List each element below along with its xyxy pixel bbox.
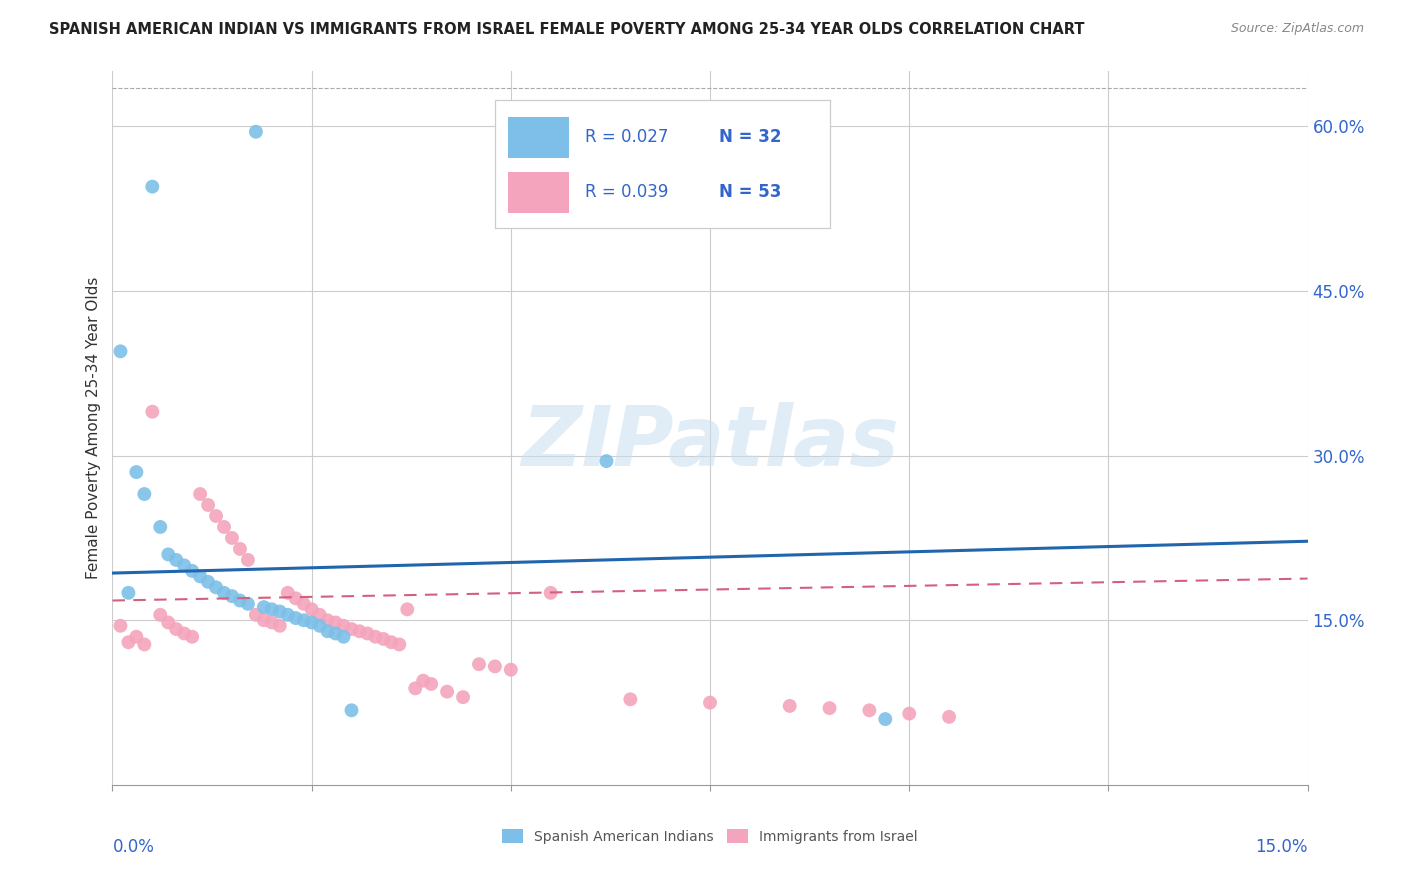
Point [253, 613, 276, 627]
Point [332, 619, 354, 633]
Point [308, 619, 330, 633]
Point [245, 607, 267, 622]
Point [284, 591, 307, 606]
Point [699, 696, 721, 710]
Point [332, 630, 354, 644]
Point [212, 520, 235, 534]
Point [404, 681, 426, 696]
Point [245, 125, 267, 139]
Point [236, 553, 259, 567]
Point [141, 405, 163, 419]
Point [125, 465, 148, 479]
Point [349, 624, 371, 639]
Point [356, 626, 378, 640]
Point [260, 615, 283, 630]
Point [388, 637, 411, 651]
Point [595, 454, 617, 468]
Point [779, 698, 801, 713]
Point [110, 344, 132, 359]
Point [260, 602, 283, 616]
Point [110, 619, 132, 633]
Point [340, 703, 363, 717]
Point [236, 597, 259, 611]
Point [157, 548, 180, 562]
Point [373, 632, 395, 646]
Point [818, 701, 841, 715]
Point [125, 630, 148, 644]
Point [301, 602, 323, 616]
Point [380, 635, 402, 649]
Point [301, 615, 323, 630]
Point [325, 615, 347, 630]
Text: Source: ZipAtlas.com: Source: ZipAtlas.com [1230, 22, 1364, 36]
Point [197, 498, 219, 512]
Point [165, 553, 187, 567]
Point [212, 586, 235, 600]
Point [149, 607, 172, 622]
Point [316, 624, 339, 639]
Point [117, 635, 139, 649]
Point [340, 622, 363, 636]
Point [284, 611, 307, 625]
Y-axis label: Female Poverty Among 25-34 Year Olds: Female Poverty Among 25-34 Year Olds [86, 277, 101, 579]
Point [221, 589, 243, 603]
Point [173, 626, 195, 640]
Point [205, 508, 228, 523]
Point [540, 586, 562, 600]
Point [292, 613, 315, 627]
Point [325, 626, 347, 640]
Legend: Spanish American Indians, Immigrants from Israel: Spanish American Indians, Immigrants fro… [496, 823, 924, 849]
Point [277, 586, 299, 600]
Text: 15.0%: 15.0% [1256, 838, 1308, 856]
Point [412, 673, 434, 688]
Point [277, 607, 299, 622]
Point [484, 659, 506, 673]
Text: SPANISH AMERICAN INDIAN VS IMMIGRANTS FROM ISRAEL FEMALE POVERTY AMONG 25-34 YEA: SPANISH AMERICAN INDIAN VS IMMIGRANTS FR… [49, 22, 1084, 37]
Text: ZIPatlas: ZIPatlas [522, 402, 898, 483]
Point [221, 531, 243, 545]
Point [468, 657, 491, 672]
Text: 0.0%: 0.0% [112, 838, 155, 856]
Point [165, 622, 187, 636]
Point [396, 602, 419, 616]
Point [269, 605, 291, 619]
Point [364, 630, 387, 644]
Point [875, 712, 897, 726]
Point [420, 677, 443, 691]
Point [157, 615, 180, 630]
Point [134, 637, 156, 651]
Point [269, 619, 291, 633]
Point [173, 558, 195, 573]
Point [188, 569, 211, 583]
Point [938, 710, 960, 724]
Point [229, 593, 252, 607]
Point [229, 541, 252, 556]
Point [181, 564, 204, 578]
Point [188, 487, 211, 501]
Point [253, 600, 276, 615]
Point [134, 487, 156, 501]
Point [205, 580, 228, 594]
Point [308, 607, 330, 622]
Point [499, 663, 522, 677]
Point [451, 690, 474, 705]
Point [436, 684, 458, 698]
Point [316, 613, 339, 627]
Point [181, 630, 204, 644]
Point [898, 706, 921, 721]
Point [292, 597, 315, 611]
Point [619, 692, 641, 706]
Point [197, 574, 219, 589]
Point [149, 520, 172, 534]
Point [858, 703, 880, 717]
Point [117, 586, 139, 600]
Point [141, 179, 163, 194]
